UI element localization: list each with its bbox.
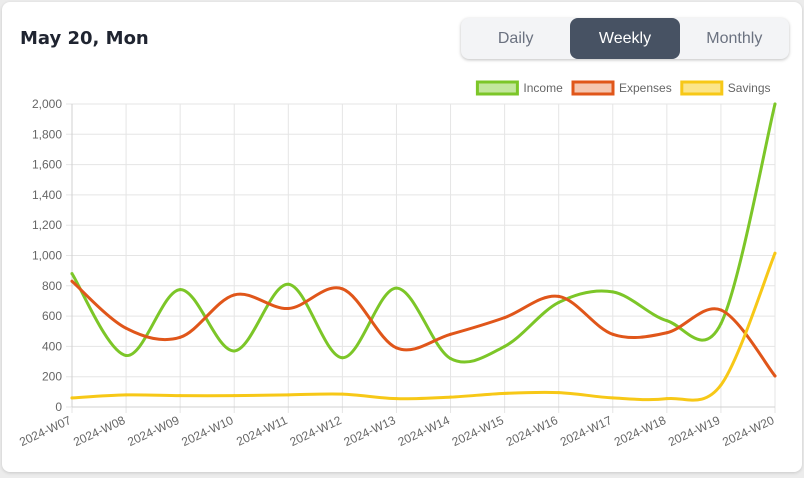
savings-data-point <box>394 397 398 401</box>
x-tick-label: 2024-W10 <box>179 413 235 449</box>
savings-data-point <box>719 383 723 387</box>
savings-data-point <box>557 391 561 395</box>
x-tick-label: 2024-W18 <box>612 413 668 449</box>
legend-savings-label: Savings <box>728 81 771 95</box>
expenses-data-point <box>719 308 723 312</box>
expenses-data-point <box>773 374 777 378</box>
expenses-data-point <box>124 326 128 330</box>
income-data-point <box>286 282 290 286</box>
savings-data-point <box>340 392 344 396</box>
savings-data-point <box>286 393 290 397</box>
y-tick-label: 1,800 <box>32 127 62 141</box>
y-tick-label: 1,400 <box>32 188 62 202</box>
expenses-data-point <box>503 316 507 320</box>
income-data-point <box>70 272 74 276</box>
expenses-data-point <box>286 307 290 311</box>
savings-data-point <box>503 391 507 395</box>
income-data-point <box>719 322 723 326</box>
savings-data-point <box>70 396 74 400</box>
expenses-data-point <box>449 332 453 336</box>
y-tick-label: 1,200 <box>32 218 62 232</box>
legend-savings-swatch <box>680 80 724 96</box>
savings-data-point <box>449 395 453 399</box>
income-data-point <box>449 357 453 361</box>
x-tick-label: 2024-W20 <box>720 413 776 449</box>
income-data-point <box>124 353 128 357</box>
legend-income-swatch <box>475 80 519 96</box>
y-tick-label: 600 <box>42 309 62 323</box>
income-data-point <box>394 286 398 290</box>
daily-tab[interactable]: Daily <box>497 29 534 47</box>
savings-data-point <box>232 394 236 398</box>
income-data-point <box>340 356 344 360</box>
x-tick-label: 2024-W08 <box>71 413 127 449</box>
savings-data-point <box>611 396 615 400</box>
x-tick-label: 2024-W11 <box>234 413 290 449</box>
expenses-data-point <box>178 335 182 339</box>
x-tick-label: 2024-W17 <box>558 413 614 449</box>
legend-income-label: Income <box>523 81 563 95</box>
income-data-point <box>557 300 561 304</box>
expenses-data-point <box>340 287 344 291</box>
y-tick-label: 400 <box>42 339 62 353</box>
y-tick-label: 1,000 <box>32 249 62 263</box>
expenses-data-point <box>70 279 74 283</box>
range-toggle: Daily Weekly Monthly <box>461 18 789 59</box>
x-tick-label: 2024-W14 <box>396 413 452 449</box>
y-tick-label: 2,000 <box>32 97 62 111</box>
expenses-data-point <box>394 346 398 350</box>
expenses-series-line <box>70 279 777 378</box>
x-tick-label: 2024-W15 <box>450 413 506 449</box>
income-data-point <box>178 288 182 292</box>
expenses-data-point <box>557 294 561 298</box>
x-tick-label: 2024-W09 <box>125 413 181 449</box>
savings-series-line <box>70 251 777 402</box>
x-tick-label: 2024-W19 <box>666 413 722 449</box>
monthly-tab[interactable]: Monthly <box>706 29 763 47</box>
income-data-point <box>773 102 777 106</box>
income-data-point <box>665 319 669 323</box>
weekly-tab[interactable]: Weekly <box>570 18 680 59</box>
legend-expenses-swatch <box>571 80 615 96</box>
expenses-data-point <box>665 331 669 335</box>
income-data-point <box>611 290 615 294</box>
x-tick-label: 2024-W07 <box>17 413 73 449</box>
income-data-point <box>503 344 507 348</box>
y-tick-label: 1,600 <box>32 158 62 172</box>
savings-data-point <box>773 251 777 255</box>
income-series-line <box>70 102 777 364</box>
x-tick-label: 2024-W16 <box>504 413 560 449</box>
y-tick-label: 200 <box>42 370 62 384</box>
y-tick-label: 800 <box>42 279 62 293</box>
savings-data-point <box>124 393 128 397</box>
x-tick-label: 2024-W12 <box>288 413 344 449</box>
legend-expenses-label: Expenses <box>619 81 672 95</box>
savings-data-point <box>665 397 669 401</box>
savings-data-point <box>178 394 182 398</box>
y-tick-label: 0 <box>55 400 62 414</box>
income-data-point <box>232 349 236 353</box>
date-title: May 20, Mon <box>20 28 149 49</box>
expenses-data-point <box>611 332 615 336</box>
expenses-data-point <box>232 293 236 297</box>
x-tick-label: 2024-W13 <box>342 413 398 449</box>
